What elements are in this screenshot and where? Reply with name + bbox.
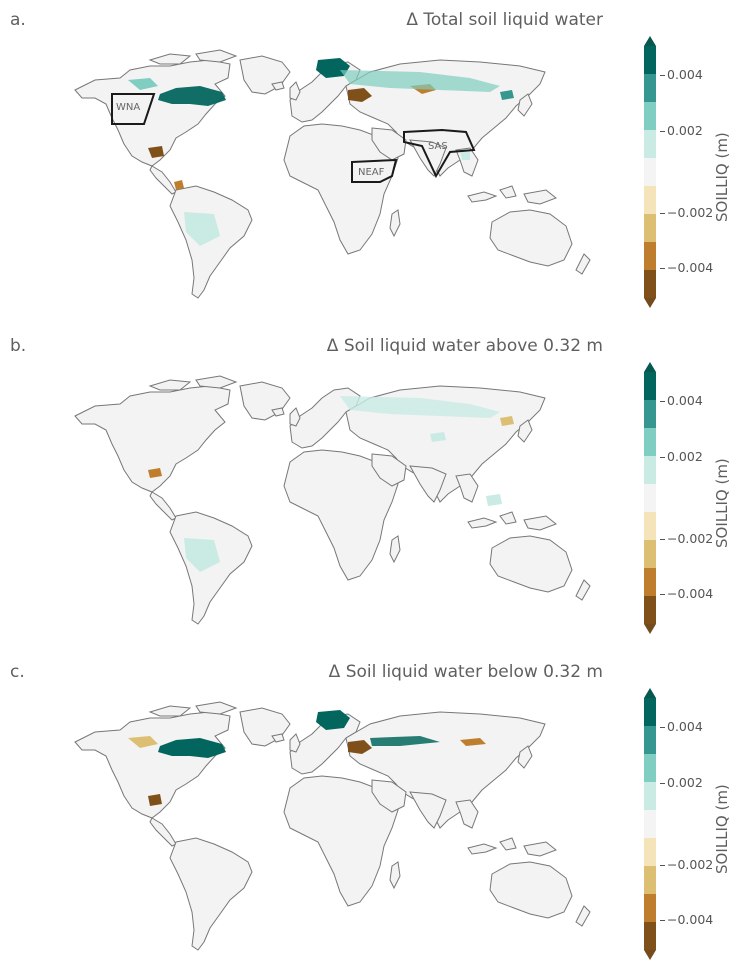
colorbar-tick (660, 213, 665, 214)
colorbar-tick (660, 594, 665, 595)
colorbar-label: SOILLIQ (m) (713, 784, 731, 874)
anomaly-patches (148, 396, 514, 572)
region-neaf (351, 158, 398, 183)
panel-letter: b. (10, 336, 27, 356)
region-label-wna: WNA (116, 102, 140, 113)
colorbar (644, 36, 656, 308)
panel-title: Δ Soil liquid water above 0.32 m (326, 336, 603, 356)
region-wna (111, 93, 156, 125)
world-map (74, 375, 591, 625)
colorbar-tick (660, 727, 665, 728)
colorbar-tick (660, 920, 665, 921)
colorbar-tick-label: −0.002 (667, 857, 714, 872)
colorbar-tick-label: −0.004 (667, 260, 714, 275)
colorbar-tick-label: 0.002 (667, 449, 703, 464)
colorbar-tick (660, 131, 665, 132)
panel-c: c. Δ Soil liquid water below 0.32 m 0.00… (0, 652, 747, 978)
world-map: WNA SAS NEAF (74, 49, 591, 299)
colorbar-label: SOILLIQ (m) (713, 458, 731, 548)
colorbar-tick (660, 401, 665, 402)
panel-b: b. Δ Soil liquid water above 0.32 m 0.00… (0, 326, 747, 652)
anomaly-patches (128, 710, 486, 806)
colorbar-tick-label: 0.002 (667, 123, 703, 138)
colorbar-tick-label: −0.004 (667, 586, 714, 601)
colorbar-tick-label: 0.002 (667, 775, 703, 790)
panel-letter: a. (10, 10, 26, 30)
anomaly-patches (128, 58, 514, 246)
region-label-sas: SAS (428, 141, 448, 152)
colorbar-tick-label: 0.004 (667, 393, 703, 408)
colorbar-tick (660, 539, 665, 540)
colorbar-tick (660, 75, 665, 76)
panel-letter: c. (10, 662, 25, 682)
region-outlines (111, 93, 476, 183)
colorbar-tick (660, 865, 665, 866)
colorbar-tick (660, 457, 665, 458)
region-sas (403, 128, 476, 179)
panel-title: Δ Total soil liquid water (406, 10, 603, 30)
colorbar-tick (660, 268, 665, 269)
colorbar-tick-label: −0.002 (667, 205, 714, 220)
colorbar-tick-label: −0.002 (667, 531, 714, 546)
colorbar-tick (660, 783, 665, 784)
colorbar (644, 688, 656, 960)
world-map (74, 701, 591, 951)
colorbar-tick-label: −0.004 (667, 912, 714, 927)
colorbar-tick-label: 0.004 (667, 67, 703, 82)
region-label-neaf: NEAF (358, 167, 385, 178)
panel-a: a. Δ Total soil liquid water WNA SAS NEA… (0, 0, 747, 326)
colorbar-tick-label: 0.004 (667, 719, 703, 734)
colorbar (644, 362, 656, 634)
panel-title: Δ Soil liquid water below 0.32 m (328, 662, 603, 682)
colorbar-label: SOILLIQ (m) (713, 132, 731, 222)
